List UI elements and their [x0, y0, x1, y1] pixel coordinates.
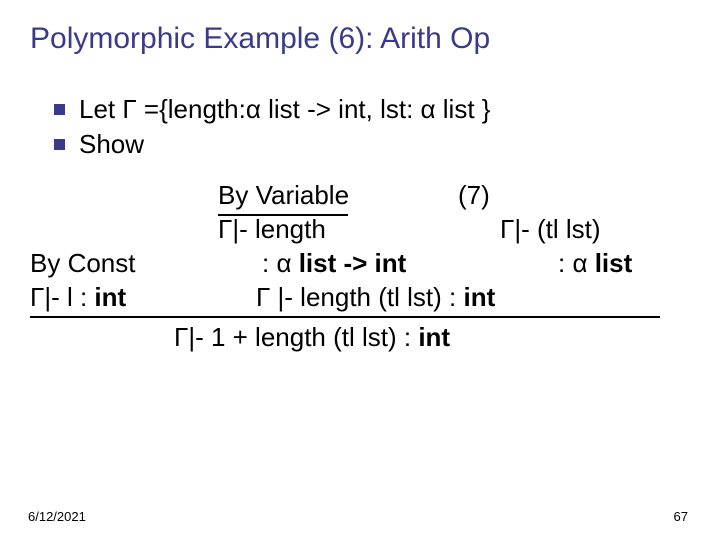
rule-line-1 — [218, 214, 348, 216]
judgment-one-int: Γ|- l : int — [30, 282, 126, 313]
bullet-item-1: Let Γ ={length:α list -> int, lst: α lis… — [54, 94, 690, 125]
bullet-text-1: Let Γ ={length:α list -> int, lst: α lis… — [79, 94, 490, 125]
slide-title: Polymorphic Example (6): Arith Op — [30, 22, 690, 56]
judgment-length: Γ|- length — [218, 214, 326, 245]
type-list-int: : α list -> int — [262, 248, 406, 279]
bullet-icon — [54, 104, 65, 115]
label-by-variable: By Variable — [218, 180, 349, 211]
judgment-tl-lst: Γ|- (tl lst) — [500, 214, 601, 245]
label-by-const: By Const — [30, 248, 136, 279]
label-seven: (7) — [458, 180, 490, 211]
proof-tree: By Variable (7) Γ|- length Γ|- (tl lst) … — [30, 180, 690, 410]
bullet-text-2: Show — [79, 129, 144, 160]
bullet-item-2: Show — [54, 129, 690, 160]
bullet-icon — [54, 139, 65, 150]
footer-page: 67 — [674, 509, 688, 524]
rule-line-2 — [30, 316, 660, 318]
footer-date: 6/12/2021 — [28, 509, 86, 524]
judgment-length-tl-int: Γ |- length (tl lst) : int — [256, 282, 495, 313]
judgment-conclusion: Γ|- 1 + length (tl lst) : int — [174, 322, 450, 353]
type-list: : α list — [558, 248, 632, 279]
